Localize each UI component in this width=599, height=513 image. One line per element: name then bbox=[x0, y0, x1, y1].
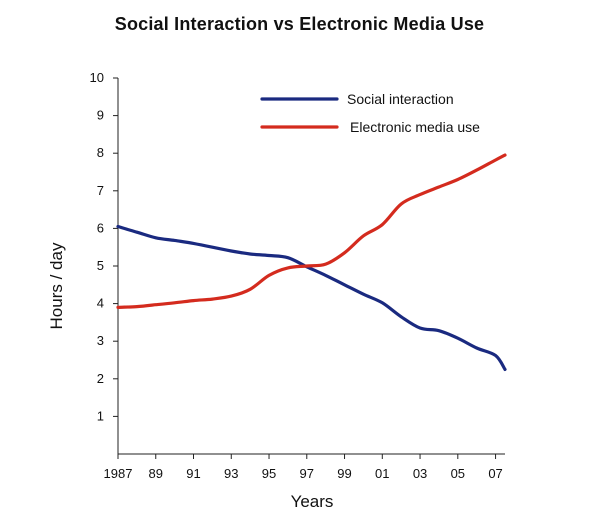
y-tick-label: 7 bbox=[97, 183, 104, 198]
x-tick-label: 93 bbox=[224, 466, 238, 481]
x-tick-label: 91 bbox=[186, 466, 200, 481]
x-tick-label: 05 bbox=[451, 466, 465, 481]
x-tick-label: 1987 bbox=[104, 466, 133, 481]
series-layer bbox=[116, 153, 507, 371]
x-tick-label: 01 bbox=[375, 466, 389, 481]
legend: Social interaction Electronic media use bbox=[260, 91, 480, 135]
y-tick-label: 1 bbox=[97, 408, 104, 423]
y-axis-label: Hours / day bbox=[47, 242, 66, 329]
y-tick-label: 8 bbox=[97, 145, 104, 160]
series-line-electronic-media-use bbox=[116, 153, 507, 309]
x-tick-label: 95 bbox=[262, 466, 276, 481]
y-tick-label: 4 bbox=[97, 296, 104, 311]
y-tick-label: 3 bbox=[97, 333, 104, 348]
x-tick-label: 99 bbox=[337, 466, 351, 481]
x-tick-label: 03 bbox=[413, 466, 427, 481]
x-tick-label: 89 bbox=[149, 466, 163, 481]
legend-label: Electronic media use bbox=[350, 119, 480, 135]
x-axis-label: Years bbox=[291, 492, 334, 511]
x-tick-label: 97 bbox=[300, 466, 314, 481]
y-tick-label: 10 bbox=[90, 70, 104, 85]
y-tick-label: 5 bbox=[97, 258, 104, 273]
y-tick-label: 9 bbox=[97, 108, 104, 123]
legend-label: Social interaction bbox=[347, 91, 454, 107]
y-tick-label: 2 bbox=[97, 371, 104, 386]
series-line-social-interaction bbox=[116, 224, 507, 371]
x-tick-label: 07 bbox=[488, 466, 502, 481]
chart-title: Social Interaction vs Electronic Media U… bbox=[114, 14, 485, 34]
y-tick-label: 6 bbox=[97, 220, 104, 235]
